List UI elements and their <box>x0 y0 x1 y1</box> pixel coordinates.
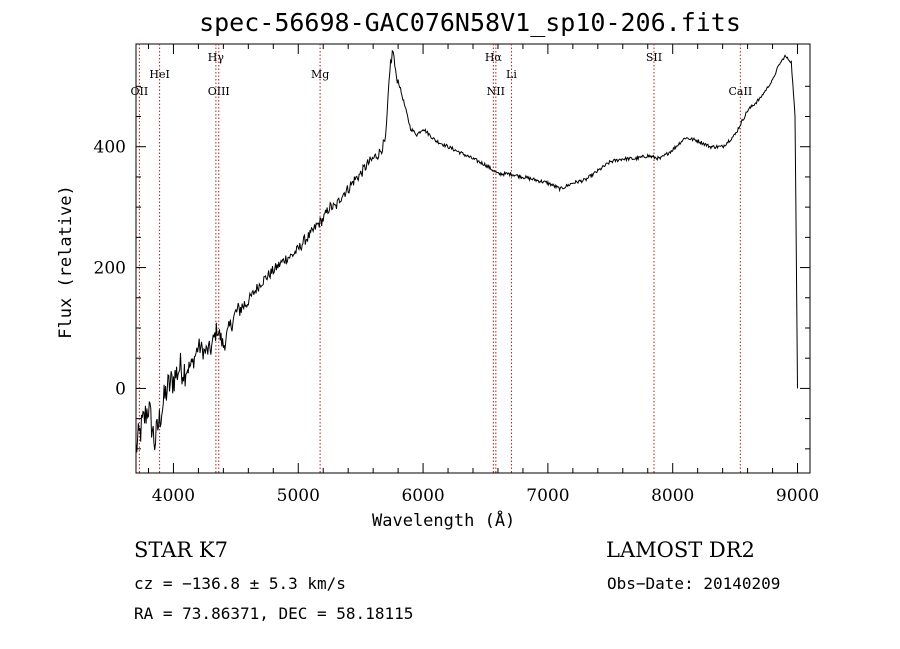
plot-frame <box>135 43 811 474</box>
x-tick-label: 8000 <box>651 486 694 506</box>
spectral-line-label: SII <box>646 51 662 64</box>
spectrum-series-line <box>135 49 798 453</box>
redshift-readout: cz = −136.8 ± 5.3 km/s <box>134 574 346 593</box>
x-tick-label: 5000 <box>277 486 320 506</box>
spectral-line-label: CaII <box>729 85 753 98</box>
spectral-line-label: Li <box>506 68 517 81</box>
y-tick-label: 400 <box>94 138 126 158</box>
y-tick-label: 0 <box>115 379 126 399</box>
y-tick-label: 200 <box>94 259 126 279</box>
x-tick-label: 4000 <box>152 486 195 506</box>
coordinates-readout: RA = 73.86371, DEC = 58.18115 <box>134 604 414 623</box>
x-tick-label: 9000 <box>776 486 819 506</box>
axis-ticks <box>136 44 810 473</box>
chart-title: spec-56698-GAC076N58V1_sp10-206.fits <box>199 8 741 37</box>
x-axis-label: Wavelength (Å) <box>372 511 516 531</box>
axis-tick-labels: 4000 5000 6000 7000 8000 9000 0 200 400 <box>94 138 820 506</box>
spectral-line-label: HeI <box>149 68 169 81</box>
spectral-line-label: OIII <box>208 85 230 98</box>
spectral-line-label: OII <box>131 85 149 98</box>
object-class: STAR K7 <box>134 538 228 562</box>
spectral-line-label: Hγ <box>208 51 225 64</box>
observation-date: Obs−Date: 20140209 <box>607 574 781 593</box>
x-tick-label: 6000 <box>401 486 444 506</box>
spectral-line-label: Mg <box>311 68 329 81</box>
x-tick-label: 7000 <box>526 486 569 506</box>
y-axis-label: Flux (relative) <box>56 185 76 339</box>
spectral-line-label: Hα <box>485 51 503 64</box>
survey-name: LAMOST DR2 <box>606 538 755 562</box>
spectral-line-label: NII <box>487 85 505 98</box>
marker-lines <box>138 44 741 473</box>
